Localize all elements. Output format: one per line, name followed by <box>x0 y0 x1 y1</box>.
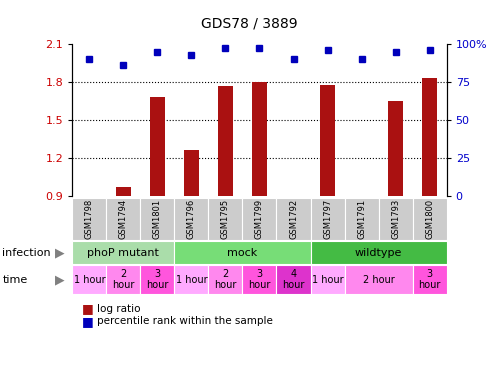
Bar <box>310 198 344 240</box>
Text: ▶: ▶ <box>55 273 65 286</box>
Text: 4
hour: 4 hour <box>282 269 305 291</box>
Bar <box>310 241 447 264</box>
Bar <box>276 198 310 240</box>
Text: phoP mutant: phoP mutant <box>87 247 159 258</box>
Text: GSM1792: GSM1792 <box>289 199 298 239</box>
Text: ▶: ▶ <box>55 246 65 259</box>
Bar <box>140 198 175 240</box>
Text: GSM1794: GSM1794 <box>119 199 128 239</box>
Text: 3
hour: 3 hour <box>418 269 441 291</box>
Text: 3
hour: 3 hour <box>146 269 169 291</box>
Bar <box>150 97 165 196</box>
Bar <box>175 265 209 294</box>
Text: 1 hour: 1 hour <box>312 274 343 285</box>
Text: GSM1795: GSM1795 <box>221 199 230 239</box>
Text: GSM1796: GSM1796 <box>187 199 196 239</box>
Text: 2
hour: 2 hour <box>214 269 237 291</box>
Text: mock: mock <box>228 247 257 258</box>
Text: GSM1798: GSM1798 <box>85 199 94 239</box>
Bar <box>388 101 403 196</box>
Bar <box>422 78 437 196</box>
Bar <box>175 198 209 240</box>
Bar <box>379 198 413 240</box>
Bar <box>175 241 310 264</box>
Bar <box>243 265 276 294</box>
Bar <box>218 86 233 196</box>
Bar <box>276 265 310 294</box>
Bar <box>344 198 379 240</box>
Text: 1 hour: 1 hour <box>176 274 207 285</box>
Bar <box>72 241 175 264</box>
Bar <box>243 198 276 240</box>
Bar <box>116 187 131 196</box>
Text: GSM1797: GSM1797 <box>323 199 332 239</box>
Text: GSM1793: GSM1793 <box>391 199 400 239</box>
Bar <box>413 265 447 294</box>
Text: GDS78 / 3889: GDS78 / 3889 <box>201 16 298 30</box>
Text: 3
hour: 3 hour <box>249 269 270 291</box>
Text: log ratio: log ratio <box>97 303 141 314</box>
Bar <box>72 198 106 240</box>
Text: infection: infection <box>2 247 51 258</box>
Bar <box>209 198 243 240</box>
Text: ■: ■ <box>82 302 94 315</box>
Bar <box>310 265 344 294</box>
Text: 1 hour: 1 hour <box>73 274 105 285</box>
Bar <box>184 150 199 196</box>
Text: time: time <box>2 274 28 285</box>
Bar <box>106 198 140 240</box>
Text: percentile rank within the sample: percentile rank within the sample <box>97 316 273 326</box>
Bar <box>413 198 447 240</box>
Bar <box>140 265 175 294</box>
Bar <box>106 265 140 294</box>
Text: GSM1801: GSM1801 <box>153 199 162 239</box>
Text: ■: ■ <box>82 315 94 328</box>
Text: 2 hour: 2 hour <box>363 274 394 285</box>
Text: 2
hour: 2 hour <box>112 269 135 291</box>
Text: GSM1800: GSM1800 <box>425 199 434 239</box>
Bar <box>209 265 243 294</box>
Bar <box>320 85 335 196</box>
Text: GSM1799: GSM1799 <box>255 199 264 239</box>
Bar <box>72 265 106 294</box>
Text: wildtype: wildtype <box>355 247 402 258</box>
Bar <box>344 265 413 294</box>
Bar <box>252 82 267 196</box>
Text: GSM1791: GSM1791 <box>357 199 366 239</box>
